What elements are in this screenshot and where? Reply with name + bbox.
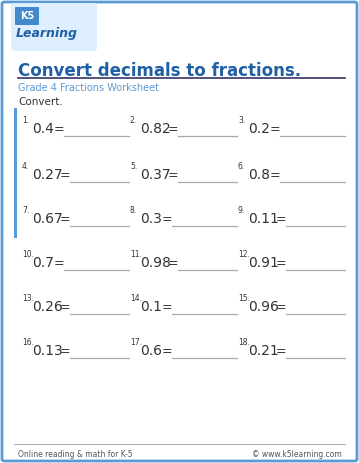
Text: Grade 4 Fractions Worksheet: Grade 4 Fractions Worksheet [18, 83, 159, 93]
Text: 0.1: 0.1 [140, 300, 162, 314]
Text: 0.13: 0.13 [32, 344, 63, 358]
Text: 4.: 4. [22, 162, 29, 171]
Text: =: = [60, 301, 71, 314]
Text: 0.8: 0.8 [248, 168, 270, 182]
Text: =: = [53, 123, 64, 136]
Text: Online reading & math for K-5: Online reading & math for K-5 [18, 450, 132, 459]
Text: =: = [60, 345, 71, 358]
Text: 0.27: 0.27 [32, 168, 62, 182]
Text: 14.: 14. [130, 294, 142, 303]
Text: 0.11: 0.11 [248, 212, 279, 226]
Text: Convert decimals to fractions.: Convert decimals to fractions. [18, 62, 301, 80]
Text: 0.3: 0.3 [140, 212, 162, 226]
Text: =: = [162, 345, 172, 358]
Text: 3.: 3. [238, 116, 245, 125]
Text: 0.67: 0.67 [32, 212, 63, 226]
Text: 9.: 9. [238, 206, 245, 215]
Text: 1.: 1. [22, 116, 29, 125]
Text: 7.: 7. [22, 206, 29, 215]
Bar [14, 108, 17, 238]
Text: =: = [270, 169, 280, 182]
Text: 2.: 2. [130, 116, 137, 125]
Text: 0.91: 0.91 [248, 256, 279, 270]
Text: =: = [162, 301, 172, 314]
Text: © www.k5learning.com: © www.k5learning.com [252, 450, 342, 459]
Text: 16.: 16. [22, 338, 34, 347]
Text: 0.82: 0.82 [140, 122, 171, 136]
Text: 0.96: 0.96 [248, 300, 279, 314]
Text: Learning: Learning [16, 27, 78, 40]
Text: =: = [276, 301, 286, 314]
FancyBboxPatch shape [15, 7, 39, 25]
Text: =: = [168, 123, 179, 136]
Text: =: = [276, 257, 286, 270]
Text: 0.6: 0.6 [140, 344, 162, 358]
Text: =: = [168, 257, 179, 270]
Text: 0.21: 0.21 [248, 344, 279, 358]
Text: 6.: 6. [238, 162, 245, 171]
Text: 8.: 8. [130, 206, 137, 215]
Text: 10.: 10. [22, 250, 34, 259]
Text: 13.: 13. [22, 294, 34, 303]
Text: 0.37: 0.37 [140, 168, 171, 182]
Text: 0.98: 0.98 [140, 256, 171, 270]
Text: 5.: 5. [130, 162, 137, 171]
Text: =: = [276, 345, 286, 358]
Text: K5: K5 [20, 11, 34, 21]
Text: =: = [60, 169, 71, 182]
Text: =: = [276, 213, 286, 226]
Text: Convert.: Convert. [18, 97, 63, 107]
Text: 15.: 15. [238, 294, 250, 303]
Text: 0.2: 0.2 [248, 122, 270, 136]
Text: =: = [270, 123, 280, 136]
Text: 11.: 11. [130, 250, 142, 259]
Text: 0.26: 0.26 [32, 300, 63, 314]
Text: =: = [168, 169, 179, 182]
Text: 0.7: 0.7 [32, 256, 54, 270]
Text: 17.: 17. [130, 338, 142, 347]
Text: =: = [53, 257, 64, 270]
Text: 18.: 18. [238, 338, 250, 347]
Text: 0.4: 0.4 [32, 122, 54, 136]
Text: =: = [60, 213, 71, 226]
Text: =: = [162, 213, 172, 226]
Text: 12.: 12. [238, 250, 250, 259]
FancyBboxPatch shape [11, 3, 97, 51]
